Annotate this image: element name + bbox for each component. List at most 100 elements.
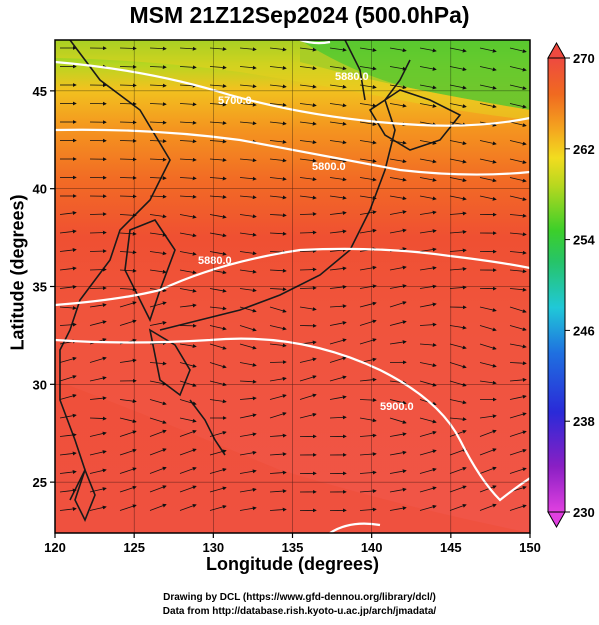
streamline — [209, 486, 227, 493]
japan-main — [159, 59, 411, 331]
x-axis-label: Longitude (degrees) — [205, 554, 379, 574]
streamline — [209, 467, 227, 474]
sakhalin — [344, 40, 366, 101]
streamline — [359, 470, 377, 475]
streamline — [89, 505, 107, 511]
streamline — [299, 177, 317, 182]
streamline — [239, 413, 257, 419]
lat-tick-label: 30 — [33, 377, 47, 392]
streamline — [209, 102, 227, 107]
streamline — [149, 429, 167, 437]
streamline — [449, 285, 467, 290]
colorbar-ticks: 230 238 246 254 262 270 — [565, 51, 595, 520]
colorbar-tick-label: 246 — [573, 323, 595, 338]
streamline — [419, 66, 437, 71]
streamline — [509, 394, 527, 400]
colorbar-bottom-arrow — [547, 511, 566, 529]
taiwan — [74, 467, 96, 522]
streamline — [119, 194, 137, 199]
ryukyu-islands — [189, 399, 226, 456]
streamline — [419, 177, 437, 182]
streamline — [359, 121, 377, 126]
streamline — [239, 325, 257, 332]
streamline — [479, 448, 497, 456]
streamline — [179, 214, 197, 219]
streamline — [119, 120, 137, 125]
figure-title: MSM 21Z12Sep2024 (500.0hPa) — [129, 2, 470, 28]
streamline — [149, 139, 167, 144]
streamline — [299, 357, 317, 363]
streamline — [239, 121, 257, 126]
streamline — [209, 399, 227, 404]
contour-top-fragment — [299, 40, 331, 45]
streamline — [209, 325, 227, 331]
streamline — [299, 84, 317, 89]
streamline — [59, 211, 77, 216]
streamline — [299, 140, 317, 145]
streamline — [359, 301, 377, 308]
land-shapes — [59, 40, 462, 522]
streamline — [479, 362, 497, 368]
streamline — [59, 394, 77, 400]
streamline — [509, 232, 527, 237]
streamline — [449, 47, 467, 53]
streamline — [419, 449, 437, 456]
streamline — [149, 321, 167, 326]
streamline — [149, 251, 167, 256]
streamline — [59, 506, 77, 511]
streamline — [479, 380, 497, 385]
lat-tick-label: 45 — [33, 84, 47, 99]
streamline — [89, 303, 107, 308]
streamline — [449, 140, 467, 146]
streamline — [119, 430, 137, 437]
streamline — [119, 46, 137, 51]
streamline — [479, 343, 497, 350]
streamline — [149, 448, 167, 456]
streamline — [509, 195, 527, 201]
streamline — [119, 399, 137, 404]
streamline — [359, 433, 377, 438]
streamline — [59, 451, 77, 456]
streamline — [509, 269, 527, 274]
streamline — [419, 140, 437, 145]
streamline — [119, 250, 137, 255]
streamline — [329, 210, 347, 215]
streamline — [59, 322, 77, 327]
contour-5900 — [55, 337, 530, 502]
streamline — [179, 269, 197, 275]
streamline — [89, 376, 107, 382]
streamline — [209, 139, 227, 144]
lon-tick-label: 120 — [44, 540, 66, 555]
lat-tick-label: 25 — [33, 475, 47, 490]
korean-peninsula — [124, 219, 176, 323]
streamline — [149, 269, 167, 274]
streamline — [119, 64, 137, 69]
streamline — [239, 343, 257, 350]
streamline — [209, 504, 227, 511]
contour-label-5880: 5880.0 — [198, 255, 232, 267]
streamline — [59, 488, 77, 493]
streamline — [119, 485, 137, 493]
streamline — [269, 489, 287, 494]
streamline — [389, 228, 407, 234]
streamline — [329, 338, 347, 345]
streamline — [419, 342, 437, 347]
streamline — [419, 103, 437, 108]
colorbar-top-arrow — [547, 41, 566, 59]
contour-5700 — [55, 60, 530, 127]
streamline — [299, 286, 317, 291]
streamline — [419, 247, 437, 252]
streamline — [239, 195, 257, 200]
streamline — [329, 395, 347, 400]
streamline — [149, 301, 167, 308]
streamline — [509, 448, 527, 456]
streamline — [209, 65, 227, 70]
streamline — [119, 157, 137, 162]
contour-5880-south — [329, 522, 381, 533]
streamline — [359, 210, 377, 215]
streamline — [389, 210, 407, 215]
streamline — [479, 503, 497, 511]
colorbar: 230 238 246 254 262 270 — [547, 41, 595, 529]
lon-tick-label: 130 — [202, 540, 224, 555]
